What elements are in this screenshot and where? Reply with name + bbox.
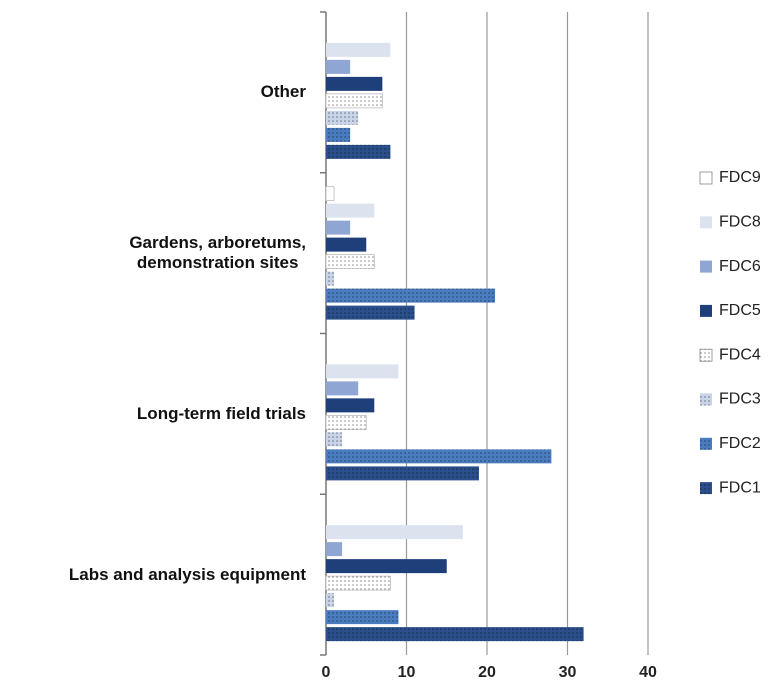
bar-pattern: [326, 271, 335, 286]
bar: [326, 542, 343, 557]
bar-pattern: [326, 627, 584, 642]
bar-pattern: [326, 288, 496, 303]
legend-swatch-pattern: [700, 349, 712, 362]
bar: [326, 525, 463, 540]
bar-pattern: [326, 449, 552, 464]
bar-pattern: [326, 254, 375, 269]
legend-swatch-pattern: [700, 437, 712, 450]
legend-swatch: [700, 304, 712, 317]
bar: [326, 42, 391, 57]
legend-label: FDC6: [719, 258, 761, 275]
bar-pattern: [326, 127, 351, 142]
bar: [326, 220, 351, 235]
category-label: Labs and analysis equipment: [68, 564, 306, 584]
bar: [326, 381, 359, 396]
bar-pattern: [326, 593, 335, 608]
bar: [326, 76, 383, 91]
bar-pattern: [326, 110, 359, 125]
legend-label: FDC9: [719, 169, 761, 186]
x-tick-label: 10: [398, 664, 416, 681]
bar: [326, 398, 375, 413]
x-tick-label: 30: [559, 664, 577, 681]
legend-swatch-pattern: [700, 393, 712, 406]
legend-label: FDC2: [719, 435, 761, 452]
bar: [326, 237, 367, 252]
legend-label: FDC8: [719, 214, 761, 231]
category-label: Long-term field trials: [136, 403, 306, 423]
bar-pattern: [326, 305, 415, 320]
legend-swatch: [699, 171, 713, 185]
bar: [326, 364, 399, 379]
bar: [326, 59, 351, 74]
category-label: Other: [260, 82, 306, 102]
legend-label: FDC3: [719, 391, 761, 408]
x-tick-label: 40: [639, 664, 657, 681]
bar-pattern: [326, 466, 479, 481]
legend-swatch-pattern: [700, 482, 712, 495]
category-label: Gardens, arboretums, demonstration sites: [129, 233, 306, 273]
x-tick-label: 20: [478, 664, 496, 681]
bar-pattern: [326, 144, 391, 159]
x-tick-label: 0: [322, 664, 331, 681]
bar-pattern: [326, 93, 383, 108]
legend-swatch: [700, 216, 712, 229]
legend-label: FDC1: [719, 479, 761, 496]
bar-pattern: [326, 610, 399, 625]
bar: [326, 559, 447, 574]
bar: [325, 186, 335, 202]
bar-pattern: [326, 432, 343, 447]
legend-label: FDC4: [719, 346, 761, 363]
bar: [326, 203, 375, 218]
bar-pattern: [326, 415, 367, 430]
bar-pattern: [326, 576, 391, 591]
legend-label: FDC5: [719, 302, 761, 319]
legend-swatch: [700, 260, 712, 273]
